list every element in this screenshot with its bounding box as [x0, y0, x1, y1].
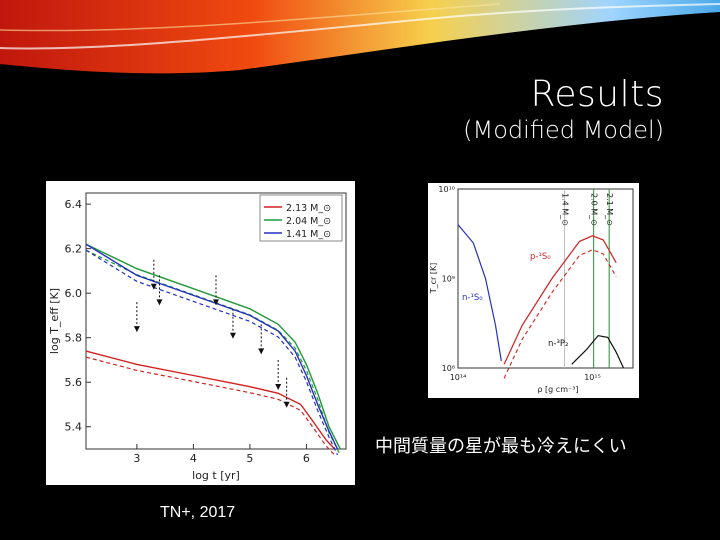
y-tick-label: 5.6: [65, 376, 83, 389]
y-axis-label: T_cr [K]: [429, 263, 438, 295]
header-banner: [0, 0, 720, 74]
x-tick-label: 10¹⁵: [584, 373, 601, 382]
legend-entry: 1.41 M_⊙: [286, 229, 331, 240]
critical-temperature-chart: 10¹⁴ 10¹⁵ 10⁸ 10⁹ 10¹⁰ ρ [g cm⁻³] T_cr [K] 1.4 …: [428, 183, 639, 398]
x-tick-label: 3: [133, 452, 140, 465]
arrow-head: [213, 299, 219, 306]
y-tick-label: 5.8: [65, 332, 83, 345]
y-tick-label: 6.2: [65, 243, 83, 256]
series-line-dashed-0: [503, 249, 617, 379]
slide-subtitle: (Modified Model): [463, 116, 664, 144]
arrow-head: [133, 326, 140, 333]
x-axis-label: ρ [g cm⁻³]: [537, 385, 578, 394]
curve-label: n-³P₂: [548, 339, 568, 349]
y-tick-label: 5.4: [65, 421, 83, 434]
legend-entry: 2.13 M_⊙: [286, 203, 331, 214]
arrow-head: [150, 283, 157, 290]
reference-credit: TN+, 2017: [160, 504, 236, 521]
slide-title: Results: [530, 74, 664, 115]
series-line-1: [85, 243, 341, 450]
mass-marker-label: 2.1 M_⊙: [605, 193, 614, 226]
curve-label: n-¹S₀: [462, 293, 483, 303]
critical-temperature-chart-svg: 10¹⁴ 10¹⁵ 10⁸ 10⁹ 10¹⁰ ρ [g cm⁻³] T_cr [K] 1.4 …: [429, 185, 634, 394]
series-line-2: [85, 243, 339, 450]
x-tick-label: 6: [303, 452, 310, 465]
series-line-2: [571, 334, 625, 369]
y-tick-label: 10⁹: [442, 275, 455, 284]
slide-caption: 中間質量の星が最も冷えにくい: [375, 436, 627, 457]
arrow-head: [156, 299, 163, 306]
arrow-head: [283, 401, 290, 408]
x-axis-label: log t [yr]: [192, 469, 240, 482]
y-tick-label: 6.4: [65, 198, 83, 211]
legend-entry: 2.04 M_⊙: [286, 216, 331, 227]
y-tick-label: 10¹⁰: [438, 185, 455, 194]
series-line-1: [457, 224, 502, 361]
y-tick-label: 10⁸: [442, 364, 455, 373]
x-tick-label: 4: [190, 452, 197, 465]
arrow-head: [258, 348, 265, 355]
x-tick-label: 10¹⁴: [450, 373, 467, 382]
arrow-head: [229, 332, 236, 339]
arrow-head: [275, 383, 282, 390]
mass-marker-label: 1.4 M_⊙: [561, 193, 570, 226]
temperature-chart: 3 4 5 6 5.4 5.6 5.8 6.0 6.2 6.4 log t [yr] log T_ef…: [46, 181, 355, 485]
plot-frame: [457, 188, 634, 369]
curve-label: p-¹S₀: [530, 252, 551, 262]
y-axis-label: log T_eff [K]: [48, 288, 61, 354]
mass-marker-label: 2.0 M_⊙: [590, 193, 599, 226]
y-tick-label: 6.0: [65, 287, 83, 300]
temperature-chart-svg: 3 4 5 6 5.4 5.6 5.8 6.0 6.2 6.4 log t [yr] log T_ef…: [48, 192, 347, 482]
series-line-0: [85, 350, 336, 450]
x-tick-label: 5: [246, 452, 253, 465]
series-line-dashed-0: [85, 356, 336, 456]
series-line-dashed-2: [85, 249, 339, 456]
series-line-0: [503, 235, 617, 365]
